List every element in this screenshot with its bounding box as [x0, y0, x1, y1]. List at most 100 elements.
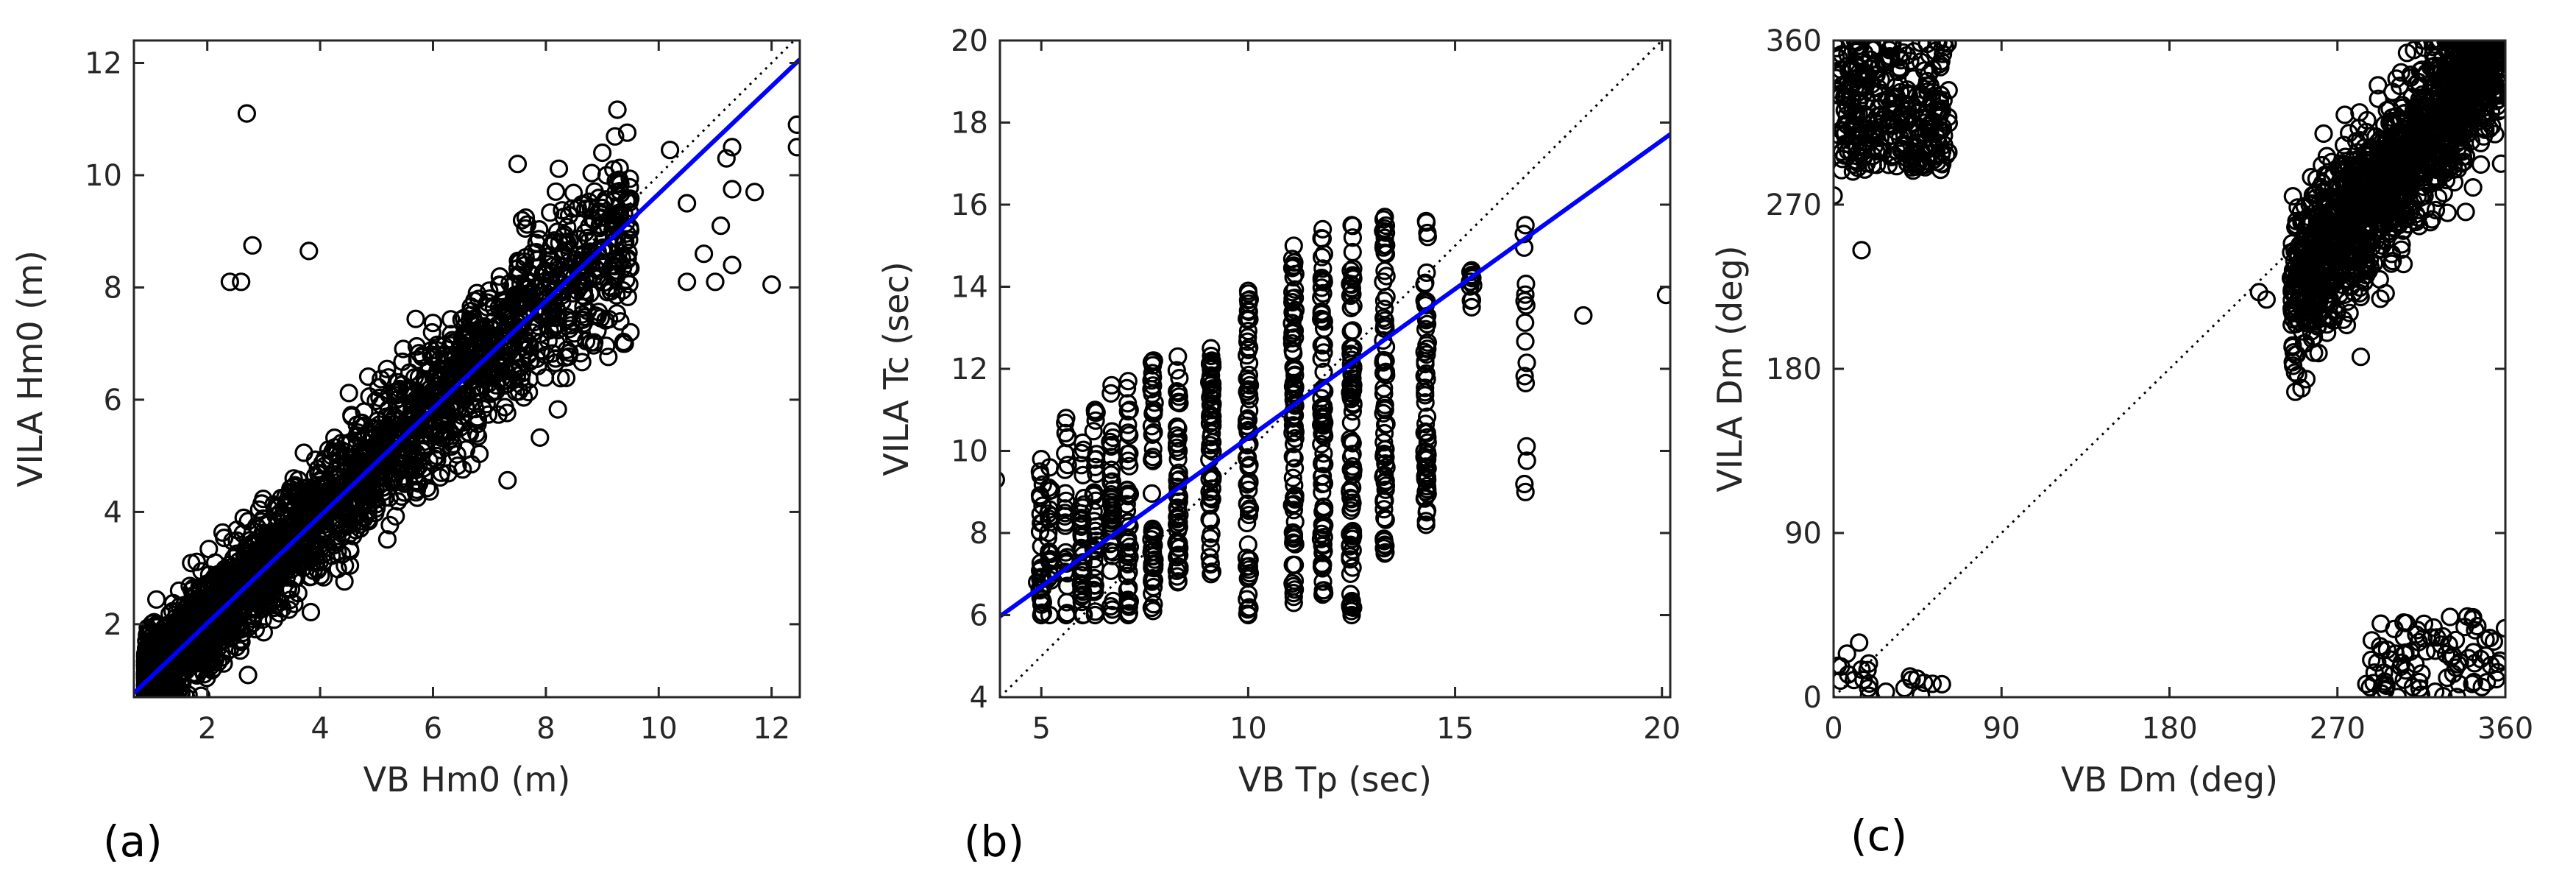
data-point [1238, 409, 1257, 428]
data-point [610, 203, 630, 222]
data-point [1342, 364, 1361, 384]
data-point [1315, 584, 1334, 603]
data-point [1284, 434, 1304, 453]
x-tick-label: 15 [1436, 712, 1474, 746]
data-point [1201, 489, 1220, 508]
data-point [1285, 280, 1305, 299]
data-point [1516, 332, 1535, 351]
data-point [617, 270, 636, 289]
data-point [1416, 364, 1436, 384]
data-point [1312, 247, 1332, 267]
data-point [1284, 236, 1303, 255]
data-point [323, 442, 342, 462]
data-point [762, 275, 781, 294]
data-point [1058, 455, 1077, 475]
data-point [2490, 82, 2505, 102]
data-point [1168, 573, 1188, 592]
x-tick-label: 6 [424, 712, 442, 746]
data-point [1517, 451, 1536, 470]
data-point [464, 359, 483, 378]
data-point [439, 382, 458, 401]
data-point [1202, 565, 1221, 584]
data-point [493, 350, 513, 370]
data-point [455, 390, 474, 410]
data-point [723, 180, 742, 199]
data-point [617, 123, 637, 142]
data-point [144, 613, 164, 632]
data-point [1314, 473, 1334, 493]
data-point [1282, 250, 1302, 269]
data-point [336, 446, 355, 465]
data-point [1418, 470, 1437, 490]
y-tick-label: 4 [104, 495, 122, 529]
data-point [1516, 482, 1535, 501]
data-point [711, 216, 731, 236]
data-point [1516, 216, 1535, 235]
data-point [435, 336, 454, 356]
data-point [1374, 219, 1394, 238]
data-point [327, 508, 346, 527]
data-point [339, 384, 358, 403]
x-tick-label: 5 [1032, 712, 1051, 746]
data-point [1314, 244, 1334, 264]
data-point [363, 425, 382, 444]
data-point [2491, 154, 2505, 173]
data-point [513, 377, 532, 397]
data-point [1285, 379, 1305, 398]
data-point [1312, 349, 1331, 368]
data-point [416, 391, 436, 410]
data-point [1462, 297, 1481, 317]
data-point [1416, 515, 1436, 534]
data-point [306, 535, 325, 555]
data-point [141, 688, 160, 697]
data-point [510, 314, 529, 333]
data-point [1313, 467, 1333, 486]
data-point [1418, 433, 1437, 452]
data-point [1416, 386, 1435, 405]
data-point [1375, 208, 1394, 227]
data-point [285, 594, 304, 613]
data-point [535, 368, 555, 387]
data-point [1285, 580, 1305, 599]
data-point [1169, 392, 1188, 412]
data-point [388, 492, 408, 511]
data-point [1417, 476, 1437, 496]
x-tick-label: 8 [536, 712, 555, 746]
data-point [2314, 124, 2333, 144]
data-point [2394, 255, 2413, 274]
data-point [358, 367, 378, 387]
data-point [1118, 372, 1138, 391]
data-point [2288, 300, 2307, 319]
data-point [1285, 366, 1305, 385]
data-point [1169, 512, 1188, 532]
data-point [2296, 370, 2316, 389]
data-point [1285, 486, 1305, 505]
y-axis-label: VILA Tc (sec) [876, 261, 916, 476]
data-point [1143, 571, 1162, 590]
data-point [1417, 263, 1436, 282]
data-point [575, 200, 595, 219]
data-point [1313, 336, 1333, 355]
data-point [477, 323, 496, 342]
data-point [1374, 500, 1394, 519]
data-point [2371, 289, 2390, 308]
data-point [210, 627, 230, 647]
data-point [544, 231, 564, 250]
y-tick-label: 16 [951, 188, 988, 222]
panel-label: (a) [103, 816, 163, 866]
data-point [539, 255, 558, 274]
data-point [1239, 557, 1259, 576]
data-point [541, 307, 560, 326]
data-point [556, 368, 576, 388]
data-point [1238, 494, 1257, 513]
data-point [403, 395, 422, 414]
x-tick-label: 2 [198, 712, 216, 746]
data-point [2351, 347, 2371, 367]
data-point [1117, 378, 1137, 398]
data-point [1343, 521, 1363, 541]
data-point [377, 359, 397, 378]
data-point [1516, 373, 1536, 393]
data-point [428, 364, 448, 384]
data-point [1282, 314, 1302, 333]
